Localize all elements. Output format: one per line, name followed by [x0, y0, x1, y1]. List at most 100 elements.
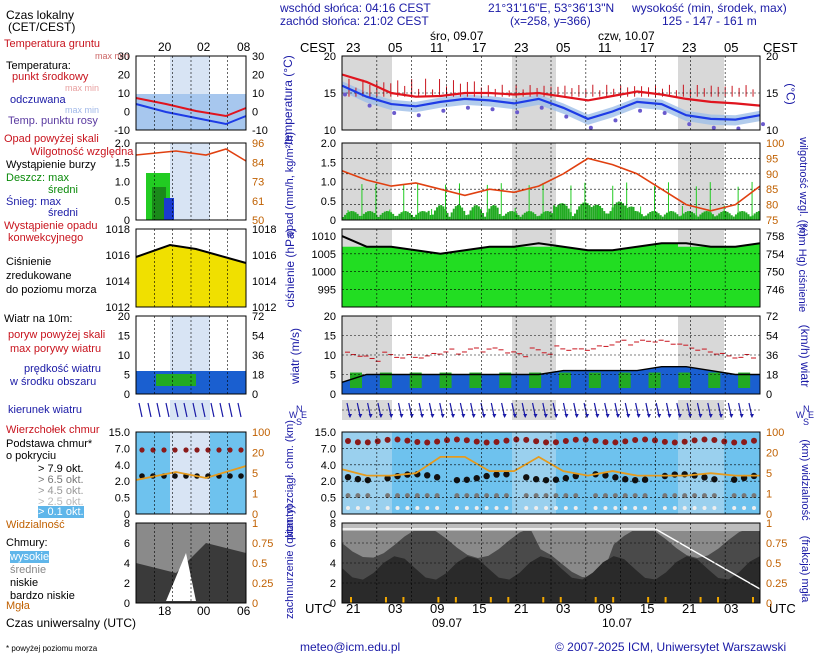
- legend-cloud-top: [183, 447, 189, 453]
- fog-bar: [437, 597, 440, 603]
- legend-cloud-top: [227, 447, 233, 453]
- fog-bar: [454, 597, 457, 603]
- cloud-base-dot-grey: [711, 493, 717, 499]
- wind-kmh-tick: 36: [766, 350, 778, 362]
- rain-bar: [425, 212, 428, 220]
- cloud-base-dot-light: [603, 506, 608, 510]
- rain-bar: [362, 213, 365, 220]
- rain-bar: [519, 216, 522, 220]
- footer-email[interactable]: meteo@icm.edu.pl: [300, 640, 401, 654]
- legend-cloud-base2: o pokryciu: [6, 450, 57, 462]
- rain-bar: [371, 211, 374, 220]
- rain-bar: [544, 211, 547, 220]
- rain-bar: [536, 216, 539, 220]
- cloud-base-dot-light: [742, 506, 747, 510]
- cloud-base-dot: [552, 476, 560, 483]
- fog-bar: [542, 597, 545, 603]
- rain-bar: [609, 211, 612, 220]
- coords-text: 21°31'16"E, 53°36'13"N: [488, 1, 615, 15]
- dew-point-dot: [515, 110, 520, 115]
- rain-bar: [496, 207, 499, 220]
- legend-press-tick-r: 1014: [252, 276, 276, 288]
- rain-bar: [421, 211, 424, 220]
- rain-bar: [385, 211, 388, 220]
- compass-e-left: E: [301, 410, 308, 420]
- rain-bar: [521, 214, 524, 220]
- rain-bar: [546, 211, 549, 220]
- legend-precip-panel: [135, 142, 247, 221]
- fog-bar: [647, 597, 650, 603]
- wind-direction-arrowhead: [657, 414, 662, 418]
- dew-point-dot: [761, 122, 765, 127]
- rain-bar: [538, 215, 541, 220]
- utc-right: UTC: [769, 601, 796, 616]
- cloud-base-dot: [641, 476, 649, 483]
- legend-cloud-tick: 15.0: [109, 427, 130, 439]
- wind-area-block: [499, 372, 512, 388]
- legend-dir-arrow: [156, 402, 161, 418]
- cloud-top-dot: [681, 438, 688, 445]
- wind-area-block: [469, 372, 482, 388]
- cloud-top-dot: [404, 437, 411, 444]
- legend-rain: Deszcz: max: [6, 172, 69, 184]
- legend-tick-02: 02: [197, 40, 211, 54]
- cloud-base-dot-grey: [503, 493, 509, 499]
- cloud-top-dot: [572, 436, 579, 443]
- cloud-top-dot: [414, 438, 421, 445]
- rain-bar: [387, 211, 390, 220]
- cloud-top-dot: [711, 437, 718, 444]
- cloud-base-dot-grey: [395, 493, 401, 499]
- cloud-base-dot-light: [346, 506, 350, 510]
- legend-precip-tick: 0.5: [115, 196, 130, 208]
- dew-point-dot: [638, 108, 643, 113]
- night-band: [678, 400, 724, 420]
- legend-wind-area: [156, 374, 196, 386]
- temperature-panel: [341, 55, 761, 131]
- rain-bar: [590, 206, 593, 220]
- bottom-day1: 09.07: [432, 616, 463, 630]
- rain-bar: [605, 213, 608, 220]
- legend-dir-arrow: [219, 402, 224, 418]
- rain-bar: [576, 209, 579, 220]
- legend-dir-arrow: [165, 402, 170, 418]
- rain-bar: [419, 211, 422, 220]
- rain-bar: [626, 207, 629, 220]
- rain-bar: [429, 214, 432, 220]
- cloud-top-dot: [473, 438, 480, 445]
- cloud-base-dot-light: [405, 506, 410, 510]
- cloud-top-dot: [592, 437, 599, 444]
- night-band: [512, 229, 556, 247]
- rain-bar: [555, 206, 558, 220]
- rain-bar: [693, 213, 696, 220]
- cloud-tick: 4.0: [321, 460, 336, 472]
- wind-direction-arrowhead: [368, 414, 373, 418]
- rain-bar: [634, 211, 637, 220]
- cloud-base-dot-grey: [355, 493, 361, 499]
- legend-cover-tick: 2: [124, 578, 130, 590]
- rain-bar: [724, 211, 727, 220]
- bottom-hour-tick: 03: [388, 601, 403, 616]
- cloud-base-dot-light: [425, 506, 430, 510]
- cloud-top-dot: [364, 439, 371, 446]
- dew-point-dot: [416, 113, 421, 118]
- rain-bar: [438, 205, 441, 220]
- cloud-top-dot: [582, 436, 589, 443]
- rain-bar: [613, 204, 616, 220]
- legend-wind-tick: 10: [118, 350, 130, 362]
- rain-bar: [632, 206, 635, 220]
- legend-cloud-top: [161, 447, 167, 453]
- legend-feels-line: [135, 103, 247, 126]
- wind-direction-arrowhead: [471, 414, 476, 418]
- temperature-line: [341, 73, 761, 107]
- rain-bar: [647, 213, 650, 220]
- legend-vis-tick: 100: [252, 427, 270, 439]
- legend-wind-dir: kierunek wiatru: [8, 404, 82, 416]
- pressure-mmhg-tick: 750: [766, 267, 784, 279]
- legend-time-sub: (CET/CEST): [8, 20, 76, 34]
- rain-bar: [394, 215, 397, 220]
- rain-bar: [423, 211, 426, 220]
- rain-bar: [561, 203, 564, 220]
- legend-vis-tick: 20: [252, 448, 264, 460]
- legend-cloud-tick: 4.0: [115, 460, 130, 472]
